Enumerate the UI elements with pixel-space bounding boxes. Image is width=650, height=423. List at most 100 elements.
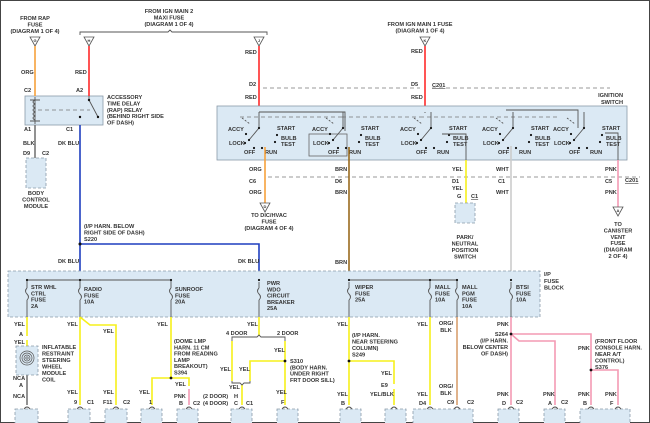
wire-dk-blu xyxy=(79,125,260,282)
pin-c5: C5 xyxy=(605,179,612,185)
wire-label: YEL xyxy=(247,322,258,328)
switch-label-accy: ACCY xyxy=(312,127,328,133)
bcm-label: BODY CONTROL MODULE xyxy=(22,191,50,210)
wire-label: YEL xyxy=(67,390,78,396)
wire-label: YEL xyxy=(157,322,168,328)
connector-g: G xyxy=(29,36,41,47)
component-connector xyxy=(579,408,631,423)
wire-label: BRN xyxy=(335,167,347,173)
connector-pin-icon xyxy=(551,406,559,410)
wire-label: YEL xyxy=(417,392,428,398)
connector-pin-icon xyxy=(426,406,434,410)
connector-pin-icon xyxy=(614,406,622,410)
wire-label: RED xyxy=(411,49,423,55)
wire-label: YEL xyxy=(276,390,287,396)
pin-g: G xyxy=(457,194,461,200)
fuse-icon xyxy=(169,287,173,301)
svg-text:D: D xyxy=(264,204,267,209)
component-connector xyxy=(543,408,566,423)
connector-pin-icon xyxy=(148,406,156,410)
fuse-icon xyxy=(455,287,459,301)
wire-label: PNK xyxy=(605,190,617,196)
pin-c6: C6 xyxy=(249,179,256,185)
from-ign-main2-label: FROM IGN MAIN 2 MAXI FUSE (DIAGRAM 1 OF 4) xyxy=(144,9,193,28)
fuse-label-wiper: WIPER FUSE 25A xyxy=(355,285,373,304)
pin-c201: C201 xyxy=(432,83,445,89)
connector-pin-icon xyxy=(238,406,246,410)
switch-label-run: RUN xyxy=(519,150,531,156)
pin-c1: C1 xyxy=(66,127,73,133)
fuse-icon xyxy=(25,287,29,301)
pin-1: 1 xyxy=(149,400,152,406)
pin-a2: A2 xyxy=(76,88,83,94)
option-4-door: 4 DOOR xyxy=(226,331,247,337)
option-2-door: 2 DOOR xyxy=(277,331,298,337)
switch-label-run: RUN xyxy=(437,150,449,156)
wire-label: YEL xyxy=(381,371,392,377)
pin-f: F xyxy=(610,401,614,407)
pin-c1: C1 xyxy=(87,400,94,406)
switch-label-off: OFF xyxy=(498,150,510,156)
wire-label: YEL xyxy=(452,167,463,173)
svg-text:H: H xyxy=(88,38,91,43)
relay-coil-icon xyxy=(32,99,37,121)
s376-label: (FRONT FLOOR CONSOLE HARN. NEAR A/T CONTROL… xyxy=(595,339,642,371)
connector-pin-icon xyxy=(345,406,353,410)
switch-label-start: START xyxy=(531,126,550,132)
connector-pin-icon xyxy=(453,406,461,410)
switch-label-bulb: BULB xyxy=(365,136,381,142)
splice-s310 xyxy=(283,359,287,363)
wire-label: DK BLU xyxy=(58,259,79,265)
s310-label: S310 (BODY HARN. UNDER RIGHT FRT DOOR SILL) xyxy=(290,359,335,384)
pin-c2: C2 xyxy=(193,401,200,407)
org-blk-label: ORG/BLK xyxy=(439,321,454,334)
pin-c201: C201 xyxy=(625,178,638,184)
fuse-icon xyxy=(257,287,261,301)
switch-label-accy: ACCY xyxy=(228,127,244,133)
connector-triangle xyxy=(612,206,624,217)
pin-d: D xyxy=(502,401,506,407)
wire-label: RED xyxy=(75,70,87,76)
switch-label-off: OFF xyxy=(244,150,256,156)
wire-label: YEL xyxy=(14,340,25,346)
ip-fuse-block xyxy=(7,270,541,318)
org-blk-label: ORG/BLK xyxy=(439,384,454,397)
svg-text:J: J xyxy=(258,38,260,43)
pin-h: H xyxy=(234,394,238,400)
wire-label: YEL xyxy=(175,382,186,388)
wire-label: ORG xyxy=(249,190,262,196)
switch-label-test: TEST xyxy=(281,142,296,148)
switch-label-lock: LOCK xyxy=(229,141,245,147)
from-rap-fuse-label: FROM RAP FUSE (DIAGRAM 1 OF 4) xyxy=(10,16,59,35)
connector-pin-icon xyxy=(587,406,595,410)
wire-label: YEL xyxy=(239,367,250,373)
fuse-block-label: I/P FUSE BLOCK xyxy=(544,272,564,292)
switch-label-run: RUN xyxy=(349,150,361,156)
pin-c1: C1 xyxy=(471,194,478,200)
pin-a: A xyxy=(19,332,23,338)
s249-label: (I/P HARN. NEAR STEERING COLUMN) S249 xyxy=(352,333,398,359)
switch-label-bulb: BULB xyxy=(535,136,551,142)
s394-label: (DOME LMP HARN. 11 CM FROM READING LAMP BREA… xyxy=(174,339,218,377)
body-control-module xyxy=(25,157,47,189)
wire-label: NCA xyxy=(13,394,25,400)
splice-s264 xyxy=(509,332,513,336)
component-connector xyxy=(497,408,520,423)
pin-e9: E9 xyxy=(381,383,388,389)
